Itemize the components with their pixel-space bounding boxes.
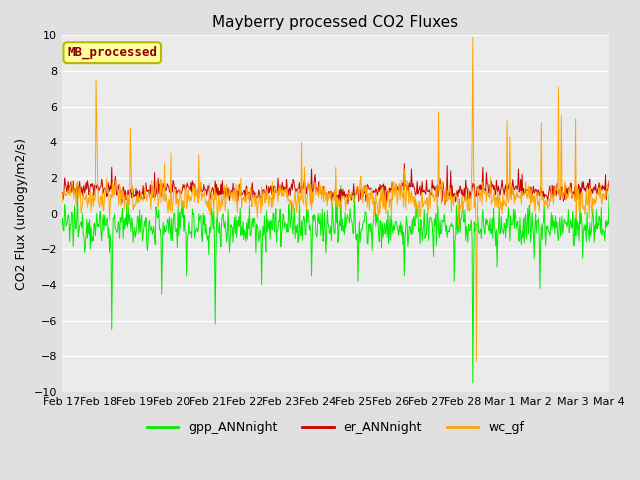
gpp_ANNnight — [423, 211, 431, 216]
wc_gf — [250, 192, 257, 198]
wc_gf — [469, 34, 477, 40]
wc_gf — [271, 196, 278, 202]
er_ANNnight — [250, 188, 257, 194]
Legend: gpp_ANNnight, er_ANNnight, wc_gf: gpp_ANNnight, er_ANNnight, wc_gf — [141, 416, 529, 439]
wc_gf — [392, 180, 399, 186]
gpp_ANNnight — [223, 239, 230, 245]
wc_gf — [605, 185, 613, 191]
wc_gf — [223, 181, 230, 187]
wc_gf — [472, 359, 480, 364]
Line: wc_gf: wc_gf — [62, 37, 609, 361]
er_ANNnight — [401, 161, 408, 167]
gpp_ANNnight — [271, 229, 278, 235]
er_ANNnight — [423, 188, 431, 193]
Line: er_ANNnight: er_ANNnight — [62, 164, 609, 204]
er_ANNnight — [392, 183, 399, 189]
wc_gf — [122, 193, 130, 199]
gpp_ANNnight — [122, 222, 130, 228]
er_ANNnight — [122, 197, 130, 203]
Text: MB_processed: MB_processed — [67, 46, 157, 60]
gpp_ANNnight — [392, 219, 400, 225]
er_ANNnight — [441, 202, 449, 207]
er_ANNnight — [605, 178, 613, 183]
gpp_ANNnight — [250, 215, 257, 221]
Y-axis label: CO2 Flux (urology/m2/s): CO2 Flux (urology/m2/s) — [15, 138, 28, 289]
Line: gpp_ANNnight: gpp_ANNnight — [62, 185, 609, 383]
wc_gf — [58, 189, 66, 194]
er_ANNnight — [58, 191, 66, 197]
wc_gf — [422, 199, 430, 205]
gpp_ANNnight — [337, 182, 345, 188]
gpp_ANNnight — [469, 380, 477, 386]
er_ANNnight — [271, 184, 278, 190]
gpp_ANNnight — [58, 222, 66, 228]
gpp_ANNnight — [605, 192, 613, 197]
er_ANNnight — [223, 183, 230, 189]
Title: Mayberry processed CO2 Fluxes: Mayberry processed CO2 Fluxes — [212, 15, 458, 30]
